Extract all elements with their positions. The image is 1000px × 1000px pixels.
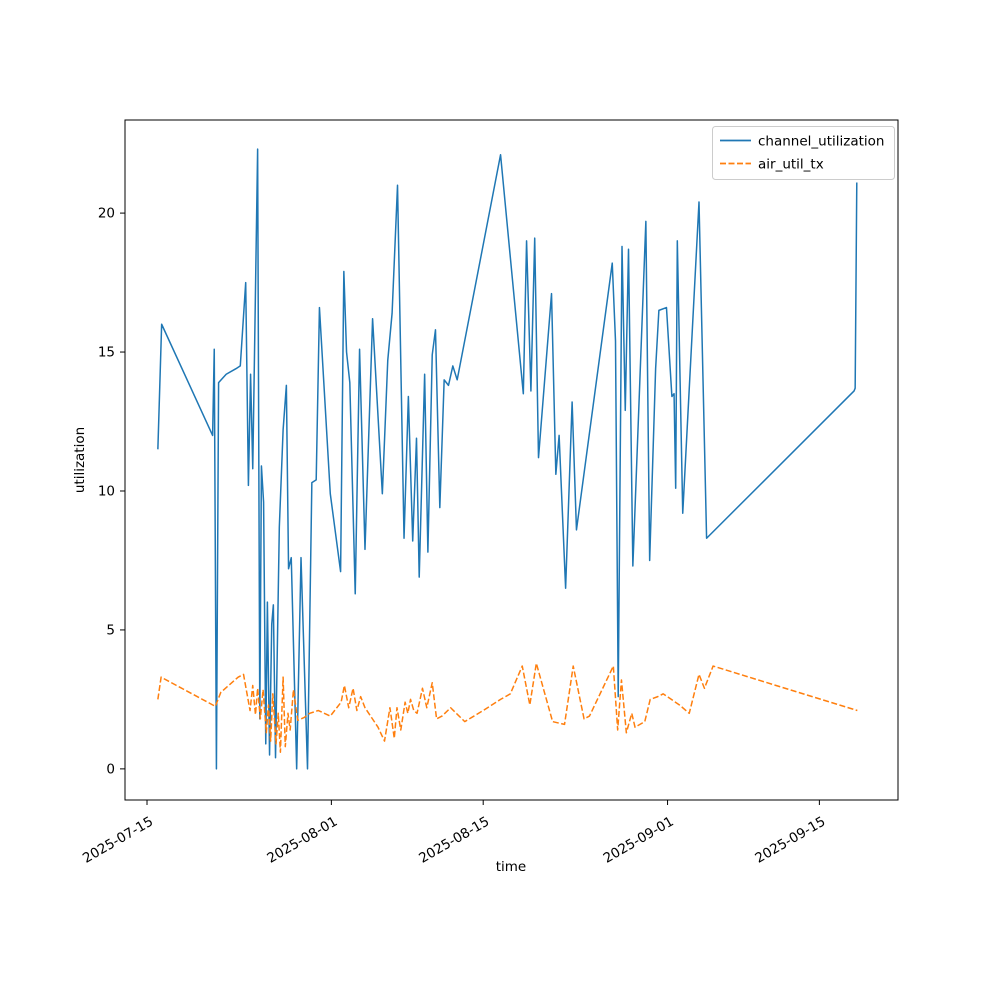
x-tick-label: 2025-08-15	[416, 814, 492, 867]
plot-area	[124, 119, 899, 801]
legend-box	[712, 126, 895, 180]
y-axis-ticks: 0 5 10 15 20	[98, 206, 125, 777]
legend: channel_utilization air_util_tx	[712, 126, 895, 180]
x-tick-label: 2025-09-01	[601, 814, 677, 867]
y-tick-label: 20	[98, 206, 115, 222]
y-axis-label: utilization	[72, 427, 88, 493]
x-axis-label: time	[496, 859, 527, 875]
x-tick-label: 2025-09-15	[752, 814, 828, 867]
y-tick-label: 5	[106, 622, 115, 638]
y-tick-label: 10	[98, 483, 115, 499]
series-line-channel_utilization	[157, 148, 858, 770]
series-line-air_util_tx	[157, 662, 858, 753]
x-axis-ticks: 2025-07-15 2025-08-01 2025-08-15 2025-09-01…	[80, 800, 828, 867]
x-tick-label: 2025-08-01	[264, 814, 340, 867]
x-tick-label: 2025-07-15	[80, 814, 156, 867]
y-tick-label: 15	[98, 345, 115, 361]
legend-label-channel-utilization: channel_utilization	[758, 134, 885, 150]
y-tick-label: 0	[106, 761, 115, 777]
legend-label-air-util-tx: air_util_tx	[758, 157, 824, 173]
series-lines	[157, 148, 858, 770]
